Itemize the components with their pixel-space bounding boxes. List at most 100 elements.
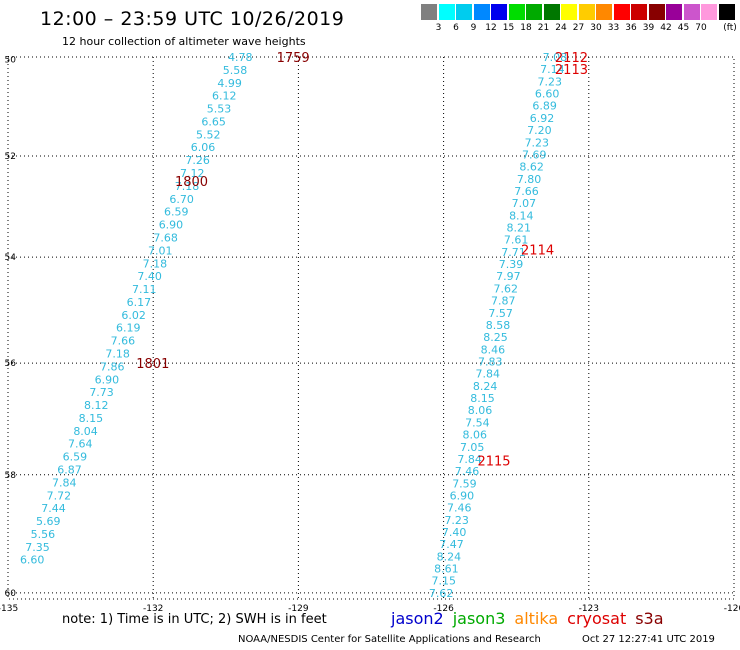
satellite-tracks: 4.785.584.996.125.536.655.526.067.267.12… [20, 51, 588, 600]
credit-text: NOAA/NESDIS Center for Satellite Applica… [238, 634, 541, 645]
satellite-legend-jason2: jason2 [391, 609, 444, 628]
wave-height-value: 5.58 [223, 64, 248, 77]
wave-height-value: 7.84 [457, 453, 482, 466]
wave-height-value: 7.11 [132, 283, 157, 296]
latitude-tick-label: 60 [5, 589, 17, 599]
cryosat-track: 4.785.584.996.125.536.655.526.067.267.12… [20, 51, 310, 567]
wave-height-value: 7.57 [488, 307, 513, 320]
wave-height-value: 7.97 [496, 270, 521, 283]
satellite-legend-cryosat: cryosat [567, 609, 627, 628]
map-border [7, 56, 735, 600]
color-scale-swatch [508, 4, 525, 20]
color-scale-label: 45 [677, 23, 690, 33]
wave-height-value: 5.56 [31, 528, 56, 541]
map-subtitle: 12 hour collection of altimeter wave hei… [62, 35, 306, 48]
wave-height-value: 4.99 [217, 77, 242, 90]
color-scale-label: 36 [625, 23, 637, 33]
color-scale-swatch [648, 4, 665, 20]
color-scale-swatch [701, 4, 717, 20]
wave-height-value: 7.23 [538, 75, 563, 88]
color-scale-swatch [718, 4, 735, 20]
footer-note: note: 1) Time is in UTC; 2) SWH is in fe… [62, 612, 327, 627]
wave-height-value: 7.40 [137, 270, 162, 283]
wave-height-value: 7.87 [491, 295, 516, 308]
axis-tick-labels: -135 -132 -129 -126 -123 -120 50 52 54 56 58 60 [0, 55, 740, 614]
color-scale-swatch [491, 4, 507, 20]
wave-height-value: 7.84 [52, 476, 77, 489]
color-scale-label: 15 [502, 23, 515, 33]
map-frame [7, 56, 735, 600]
wave-height-value: 7.59 [452, 477, 477, 490]
latitude-tick-label: 56 [5, 359, 17, 369]
color-scale-label: 21 [537, 23, 550, 33]
color-scale-swatch [543, 4, 560, 20]
color-scale-label: 70 [695, 23, 707, 33]
wave-height-value: 4.78 [228, 51, 253, 64]
color-scale-swatch [578, 4, 595, 20]
wave-height-value: 7.18 [105, 347, 130, 360]
wave-height-value: 7.05 [460, 441, 485, 454]
color-scale-swatch [596, 4, 612, 20]
satellite-legend-altika: altika [514, 609, 559, 628]
wave-height-value: 7.23 [444, 514, 469, 527]
wave-height-value: 7.46 [447, 502, 472, 515]
wave-height-value: 7.66 [514, 185, 539, 198]
color-scale-label: 42 [660, 23, 672, 33]
pass-time-label: 1800 [175, 175, 208, 190]
wave-height-value: 6.06 [191, 141, 216, 154]
pass-time-label: 2115 [477, 455, 510, 470]
wave-height-value: 7.35 [25, 541, 50, 554]
wave-height-value: 8.25 [483, 331, 508, 344]
wave-height-value: 6.70 [169, 193, 194, 206]
s3a-track: 7.087.147.236.606.896.927.207.237.698.62… [429, 51, 588, 600]
wave-height-value: 8.12 [84, 399, 109, 412]
wave-height-value: 8.58 [486, 319, 511, 332]
color-scale-swatch [683, 4, 700, 20]
wave-height-value: 7.86 [100, 360, 125, 373]
wave-height-value: 7.62 [429, 587, 454, 600]
wave-height-value: 5.52 [196, 128, 221, 141]
pass-time-label: 2112 [555, 51, 588, 66]
wave-height-value: 8.61 [434, 563, 459, 576]
color-scale-label: 27 [572, 23, 585, 33]
wave-height-value: 6.19 [116, 322, 141, 335]
wave-height-value: 7.47 [439, 538, 464, 551]
color-scale-label: 12 [485, 23, 497, 33]
map-grid [8, 57, 734, 599]
color-scale-swatch [631, 4, 647, 20]
wave-height-value: 8.15 [470, 392, 495, 405]
color-scale-swatch [473, 4, 490, 20]
color-scale-swatch [456, 4, 472, 20]
wave-height-value: 7.44 [41, 502, 66, 515]
wave-height-value: 7.08 [543, 51, 568, 64]
wave-height-value: 8.14 [509, 209, 534, 222]
color-scale-label: 33 [607, 23, 620, 33]
wave-height-value: 7.46 [455, 465, 480, 478]
wave-height-value: 8.24 [473, 380, 498, 393]
wave-height-value: 6.59 [164, 206, 189, 219]
color-scale-swatch [421, 4, 437, 20]
wave-height-value: 8.21 [506, 222, 531, 235]
wave-height-value: 7.18 [175, 180, 200, 193]
wave-height-value: 6.90 [95, 373, 120, 386]
wave-height-value: 7.14 [540, 63, 565, 76]
pass-time-label: 1801 [136, 357, 169, 372]
satellite-legend: jason2 jason3 altika cryosat s3a [391, 609, 673, 628]
color-scale-swatch [561, 4, 577, 20]
pass-time-label: 1759 [277, 51, 310, 66]
color-scale-label: 30 [590, 23, 602, 33]
satellite-legend-jason3: jason3 [452, 609, 506, 628]
wave-height-value: 8.24 [437, 550, 462, 563]
color-scale-label: 39 [642, 23, 655, 33]
wave-height-value: 8.62 [519, 161, 544, 174]
wave-height-value: 7.68 [153, 231, 178, 244]
wave-height-value: 8.06 [463, 429, 488, 442]
longitude-tick-label: -129 [288, 604, 309, 614]
map-title: 12:00 – 23:59 UTC 10/26/2019 [40, 8, 345, 30]
wave-height-value: 6.65 [201, 115, 226, 128]
pass-time-label: 2113 [555, 63, 588, 78]
wave-height-value: 6.02 [121, 309, 146, 322]
wave-height-value: 8.06 [468, 404, 493, 417]
longitude-tick-label: -132 [143, 604, 163, 614]
